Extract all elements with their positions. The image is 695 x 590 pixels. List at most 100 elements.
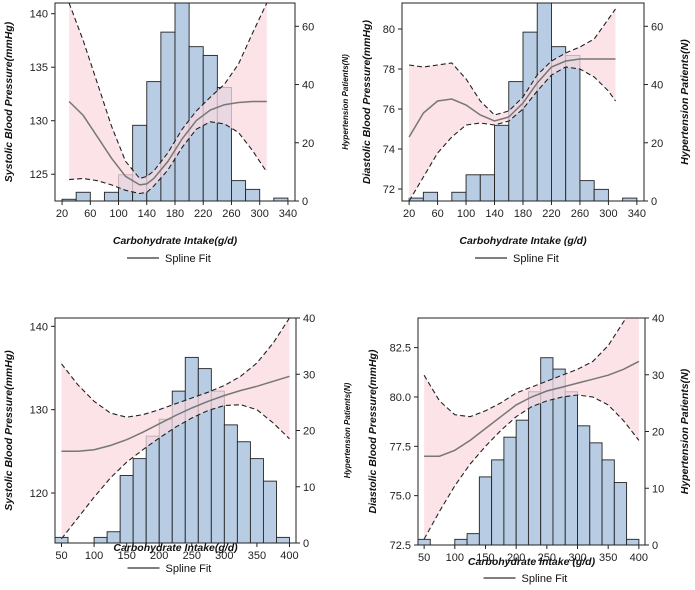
histogram-bar — [262, 480, 277, 543]
histogram-bar — [276, 536, 290, 543]
y2-axis-title: Hypertension Patients(N) — [341, 54, 350, 150]
histogram-bar — [231, 180, 247, 201]
histogram-bar — [103, 191, 119, 201]
histogram-bar — [119, 475, 134, 543]
x-tick-label: 340 — [279, 208, 297, 220]
y2-tick-label: 60 — [302, 21, 314, 33]
histogram-bar — [527, 391, 542, 545]
ci-lower-line — [61, 404, 290, 540]
histogram-bar — [626, 538, 640, 545]
histogram-bar — [174, 3, 190, 201]
y-tick-label: 140 — [30, 9, 48, 21]
y2-tick-label: 30 — [652, 370, 664, 382]
y2-tick-label: 20 — [652, 427, 664, 439]
x-tick-label: 200 — [507, 552, 525, 564]
y2-tick-label: 60 — [651, 21, 663, 33]
y2-tick-label: 40 — [303, 313, 315, 325]
histogram-bars — [418, 357, 640, 545]
x-axis-title: Carbohydrate Intake (g/d) — [468, 556, 596, 568]
spline-group — [68, 3, 268, 195]
x-tick-label: 100 — [109, 208, 127, 220]
histogram-bar — [622, 197, 638, 201]
y-tick-label: 140 — [30, 321, 48, 333]
histogram-bar — [466, 533, 480, 545]
x-tick-label: 260 — [222, 208, 240, 220]
histogram-bar — [478, 476, 493, 545]
y2-tick-label: 10 — [303, 482, 315, 494]
spline-group — [408, 8, 616, 201]
y-axis-title: Diastolic Blood Pressure(mmHg) — [361, 20, 373, 184]
x-tick-label: 250 — [538, 552, 556, 564]
x-tick-label: 150 — [476, 552, 494, 564]
y-tick-label: 135 — [30, 62, 48, 74]
x-tick-label: 60 — [84, 208, 96, 220]
confidence-band — [69, 3, 267, 194]
y-tick-label: 130 — [30, 405, 48, 417]
ci-lower-line — [69, 121, 268, 195]
y2-tick-label: 10 — [652, 483, 664, 495]
histogram-bars — [55, 356, 290, 543]
x-tick-label: 50 — [55, 550, 67, 562]
ci-lower-line — [408, 66, 616, 201]
histogram-bar — [522, 31, 538, 201]
histogram-bar — [245, 188, 261, 201]
histogram-bar — [613, 482, 628, 545]
x-tick-label: 100 — [457, 208, 475, 220]
histogram-bar — [577, 425, 591, 545]
histogram-bar — [515, 419, 529, 545]
chart-panel-4: 50 100 150 200 250 300 350 40072.575.077.580.08… — [367, 313, 691, 585]
y2-tick-label: 0 — [303, 538, 309, 550]
x-tick-label: 300 — [568, 552, 586, 564]
x-tick-label: 50 — [418, 552, 430, 564]
x-tick-label: 60 — [431, 208, 443, 220]
y-tick-label: 74 — [383, 144, 395, 156]
histogram-bar — [503, 436, 517, 545]
histogram-bar — [593, 188, 609, 201]
y-tick-label: 130 — [30, 116, 48, 128]
y2-tick-label: 20 — [303, 426, 315, 438]
y2-tick-label: 40 — [651, 80, 663, 92]
y-tick-label: 125 — [30, 169, 48, 181]
x-tick-label: 200 — [150, 550, 168, 562]
histogram-bar — [202, 54, 218, 201]
y2-axis-title: Hypertension Patients(N) — [679, 39, 691, 165]
spline-fit-line — [408, 58, 616, 138]
y-axis-title: Systolic Blood Pressure(mmHg) — [3, 21, 15, 182]
x-tick-label: 140 — [138, 208, 156, 220]
spline-fit-line — [68, 100, 267, 186]
y-tick-label: 75.0 — [390, 491, 411, 503]
histogram-bar — [132, 458, 147, 543]
legend-label: Spline Fit — [513, 253, 559, 265]
histogram-bar — [564, 391, 578, 545]
y-axis-title: Systolic Blood Pressure(mmHg) — [3, 350, 15, 511]
legend-label: Spline Fit — [166, 563, 212, 575]
x-tick-label: 140 — [485, 208, 503, 220]
ci-upper-line — [409, 8, 616, 116]
y-tick-label: 120 — [30, 488, 48, 500]
legend-label: Spline Fit — [522, 573, 568, 585]
histogram-bar — [223, 424, 238, 543]
spline-fit-line — [61, 375, 290, 453]
x-axis-title: Carbohydrate Intake (g/d) — [459, 235, 587, 247]
histogram-bar — [536, 3, 552, 201]
histogram-bar — [589, 442, 603, 545]
x-tick-label: 100 — [446, 552, 464, 564]
x-axis-title: Carbohydrate Intake(g/d) — [113, 542, 238, 554]
histogram-bar — [184, 356, 199, 543]
x-tick-label: 150 — [117, 550, 135, 562]
histogram-bar — [494, 124, 510, 201]
y-tick-label: 80 — [383, 24, 395, 36]
y2-tick-label: 0 — [302, 196, 308, 208]
ci-lower-line — [423, 394, 640, 540]
histogram-bar — [249, 458, 264, 543]
x-tick-label: 340 — [628, 208, 646, 220]
histogram-bar — [565, 54, 581, 201]
x-tick-label: 250 — [183, 550, 201, 562]
spline-group — [423, 318, 640, 540]
x-tick-label: 100 — [85, 550, 103, 562]
x-tick-label: 20 — [56, 208, 68, 220]
y2-tick-label: 20 — [651, 138, 663, 150]
y2-tick-label: 30 — [303, 369, 315, 381]
y-tick-label: 72.5 — [390, 540, 411, 552]
